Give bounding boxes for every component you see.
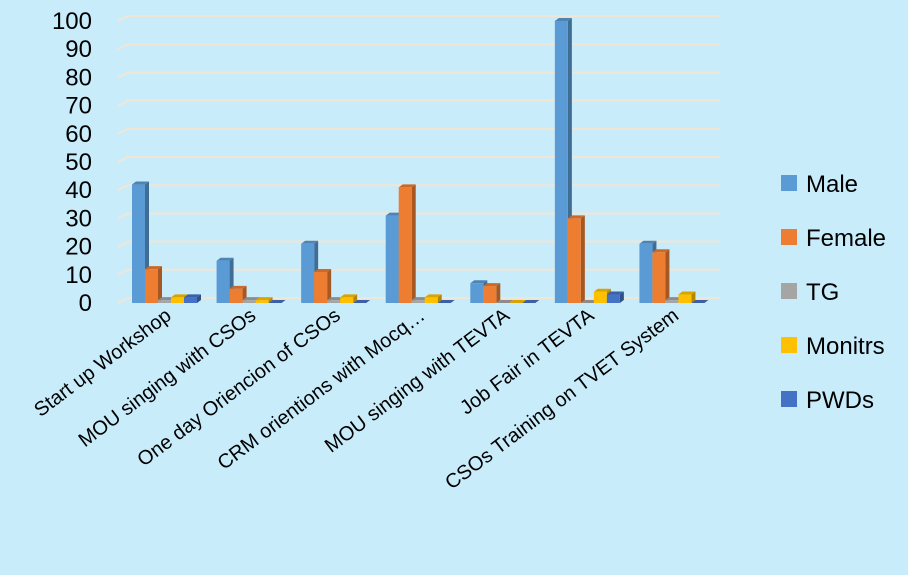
bar-pwds (437, 300, 455, 303)
bar-female (398, 184, 416, 303)
bar-female (652, 249, 670, 303)
y-tick-label: 0 (79, 290, 92, 317)
gridline (117, 240, 720, 248)
legend-swatch (781, 391, 797, 407)
gridline (117, 15, 720, 22)
bar-female (483, 283, 501, 303)
y-tick-label: 60 (65, 121, 92, 148)
gridline (117, 184, 720, 192)
y-tick-label: 50 (65, 149, 92, 176)
bar-pwds (184, 294, 201, 303)
gridline (117, 99, 720, 107)
legend-label: TG (806, 279, 839, 306)
legend-swatch (781, 283, 797, 299)
legend-swatch (781, 229, 797, 245)
legend: Male Female TG Monitrs PWDs (781, 171, 886, 414)
bar-female (314, 268, 332, 303)
bar-monitrs (678, 291, 696, 303)
legend-label: Male (806, 171, 858, 198)
bar-tg (496, 300, 514, 303)
legend-label: Monitrs (806, 333, 885, 360)
y-tick-label: 20 (65, 234, 92, 261)
gridline (117, 212, 720, 220)
legend-item-pwds: PWDs (781, 387, 874, 414)
bar-pwds (522, 300, 540, 303)
legend-swatch (781, 175, 797, 191)
y-tick-label: 100 (52, 8, 92, 35)
category-label: Start up Workshop (30, 304, 175, 421)
legend-item-monitrs: Monitrs (781, 333, 885, 360)
bar-tg (580, 300, 598, 303)
legend-label: PWDs (806, 387, 874, 414)
gridline (117, 297, 720, 304)
y-tick-label: 30 (65, 205, 92, 232)
bar-monitrs (424, 294, 442, 303)
bars (132, 18, 709, 303)
y-tick-label: 70 (65, 93, 92, 120)
y-tick-label: 40 (65, 177, 92, 204)
bar-pwds (691, 300, 709, 303)
gridlines (117, 15, 720, 304)
bar-female (567, 215, 585, 303)
legend-item-male: Male (781, 171, 858, 198)
gridline (117, 268, 720, 276)
legend-item-female: Female (781, 225, 886, 252)
legend-item-tg: TG (781, 279, 839, 306)
legend-swatch (781, 337, 797, 353)
bar-pwds (268, 300, 286, 303)
bar-pwds (606, 291, 624, 303)
gridline (117, 156, 720, 163)
gridline (117, 43, 720, 51)
y-tick-label: 80 (65, 64, 92, 91)
y-tick-label: 90 (65, 36, 92, 63)
bar-monitrs (255, 297, 273, 303)
bar-female (145, 266, 162, 303)
y-tick-label: 10 (65, 262, 92, 289)
gridline (117, 71, 720, 79)
gridline (117, 127, 720, 135)
bar-monitrs (509, 300, 527, 303)
legend-label: Female (806, 225, 886, 252)
bar-monitrs (340, 294, 358, 303)
bar-pwds (353, 300, 371, 303)
